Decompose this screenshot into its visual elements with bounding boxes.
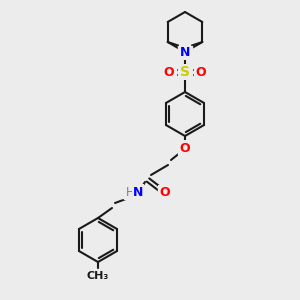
Text: CH₃: CH₃	[87, 271, 109, 281]
Text: N: N	[133, 185, 143, 199]
Bar	[87, 269, 109, 283]
Text: N: N	[180, 46, 190, 59]
Bar	[121, 186, 145, 198]
Bar	[178, 46, 192, 58]
Bar	[162, 66, 176, 78]
Bar	[194, 66, 208, 78]
Text: O: O	[160, 187, 170, 200]
Text: O: O	[164, 65, 174, 79]
Text: O: O	[180, 142, 190, 154]
Bar	[158, 187, 172, 199]
Bar	[178, 66, 192, 78]
Text: S: S	[180, 65, 190, 79]
Text: O: O	[196, 65, 206, 79]
Bar	[178, 142, 192, 154]
Text: H: H	[126, 185, 134, 199]
